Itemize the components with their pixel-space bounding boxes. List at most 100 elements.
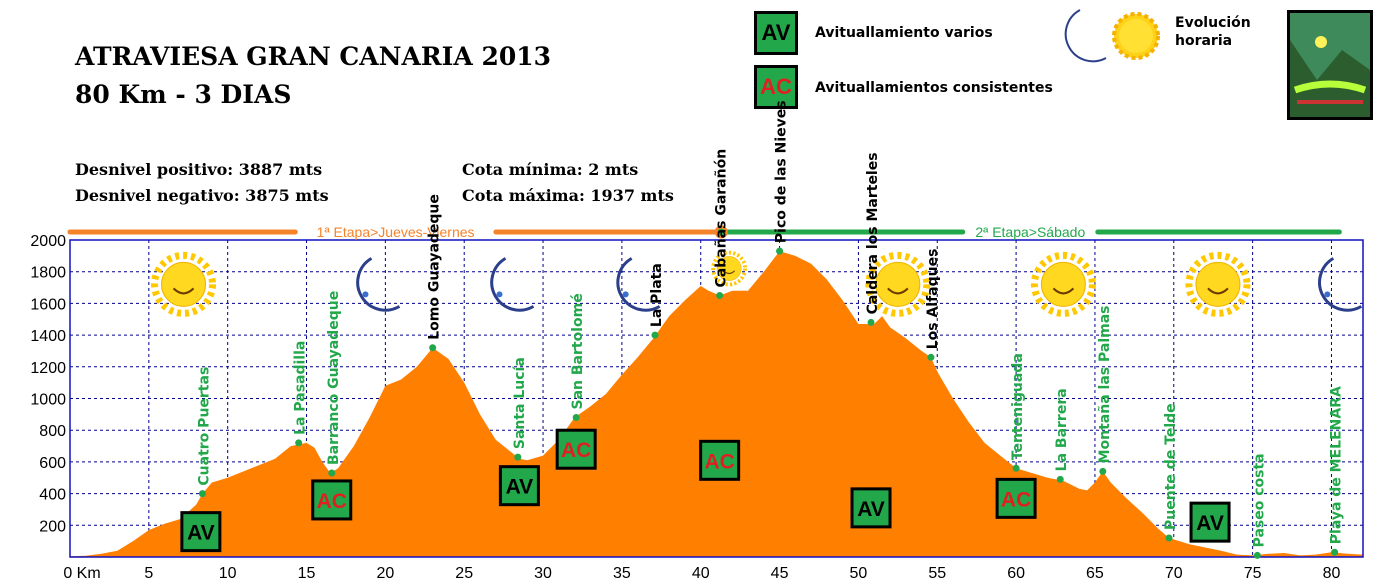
stage-label: 2ª Etapa>Sábado [975,224,1085,240]
elevation-profile-area [70,251,1363,557]
legend-av-box: AV [754,11,798,55]
supply-box-av [1189,501,1231,543]
x-tick-label: 40 [692,565,710,582]
waypoint-label: Los Alfaques [925,249,941,350]
x-tick-label: 25 [455,565,473,582]
waypoint-marker [1012,464,1020,472]
waypoint-label: Paseo costa [1251,453,1267,547]
waypoint-marker [776,247,784,255]
legend-time-label-1: Evolución [1175,15,1251,31]
sun-smile [1052,287,1075,295]
waypoint-marker [651,331,659,339]
y-tick-label: 800 [39,423,66,440]
y-tick-label: 200 [39,518,66,535]
x-tick-label: 75 [1244,565,1262,582]
supply-box-av [498,465,540,507]
sun-rays [151,251,217,317]
x-tick-label: 35 [613,565,631,582]
stage-divider-marker [714,225,728,239]
waypoint-label: Montaña las Palmas [1097,306,1113,464]
moon-icon [490,257,535,312]
waypoint-marker [295,439,303,447]
legend-ac-box: AC [754,65,798,109]
moon-icon [1318,257,1363,312]
sun-rays [1185,251,1251,317]
y-tick-label: 1000 [30,392,66,409]
moon-icon [1064,9,1107,63]
x-tick-label: 60 [1007,565,1025,582]
x-tick-label: 65 [1086,565,1104,582]
waypoint-label: La Pasadilla [293,341,309,435]
sun-smile [723,270,736,275]
legend-av-label: Avituallamiento varios [815,25,993,41]
supply-box-ac [699,439,741,481]
y-tick-label: 1800 [30,265,66,282]
waypoint-marker [1331,548,1339,556]
supply-box-label: AC [317,490,347,513]
sun-icon [865,251,931,317]
y-tick-label: 1400 [30,328,66,345]
supply-box-label: AV [506,476,534,499]
legend-time-label-2: horaria [1175,33,1233,49]
waypoint-label: La Barrera [1054,388,1070,471]
page-title: ATRAVIESA GRAN CANARIA 2013 [75,42,552,71]
waypoint-label: Caldera los Marteles [865,152,881,314]
x-tick-label: 0 Km [63,565,100,582]
y-tick-label: 600 [39,455,66,472]
sun-icon [1030,251,1096,317]
waypoint-label: Barranco Guayadeque [326,291,342,465]
x-tick-label: 5 [144,565,153,582]
supply-box-label: AV [857,498,885,521]
moon-spot [496,291,503,298]
sun-icon [711,250,747,287]
supply-box-label: AC [704,450,734,473]
waypoint-marker [1056,475,1064,483]
supply-box-ac [995,477,1037,519]
moon-shape [356,257,401,312]
moon-icon [356,257,401,312]
page-subtitle: 80 Km - 3 DIAS [75,80,292,109]
waypoint-marker [572,414,580,422]
supply-box-av [850,487,892,529]
moon-shape [616,257,661,312]
x-tick-label: 50 [850,565,868,582]
moon-spot [1324,291,1331,298]
sun-rays [1030,251,1096,317]
waypoint-label: Playa de MELENARA [1329,386,1345,544]
waypoint-label: Tenteniguada [1010,353,1026,460]
sun-icon [1185,251,1251,317]
supply-box-av [180,511,222,553]
sun-face [1195,261,1241,307]
waypoint-marker [1165,534,1173,542]
waypoint-label: Lomo Guayadeque [427,194,443,340]
stat-desnivel-positivo: Desnivel positivo: 3887 mts [75,160,323,179]
x-tick-label: 10 [219,565,237,582]
plot-frame [69,239,1364,558]
stage-label: 1ª Etapa>Jueves-Viernes [317,224,475,240]
x-tick-label: 70 [1165,565,1183,582]
supply-box-label: AV [1196,512,1224,535]
y-tick-label: 400 [39,487,66,504]
x-tick-label: 45 [771,565,789,582]
legend-time-icons [1064,9,1160,63]
x-tick-label: 15 [298,565,316,582]
sun-smile [172,287,195,295]
supply-box-label: AC [1001,488,1031,511]
waypoint-marker [1099,467,1107,475]
supply-box-ac [555,428,597,470]
x-tick-label: 20 [376,565,394,582]
x-tick-label: 55 [928,565,946,582]
waypoint-marker [198,490,206,498]
waypoint-label: San Bartolomé [570,293,586,409]
event-logo [1287,10,1373,120]
waypoint-label: La Plata [649,263,665,327]
stat-desnivel-negativo: Desnivel negativo: 3875 mts [75,186,329,205]
moon-shape [490,257,535,312]
y-tick-label: 1200 [30,360,66,377]
legend-ac-label: Avituallamientos consistentes [815,80,1053,96]
y-tick-label: 2000 [30,233,66,250]
waypoint-label: Cabañas Garañón [714,149,730,288]
sun-smile [1207,287,1229,295]
waypoint-marker [927,353,935,361]
